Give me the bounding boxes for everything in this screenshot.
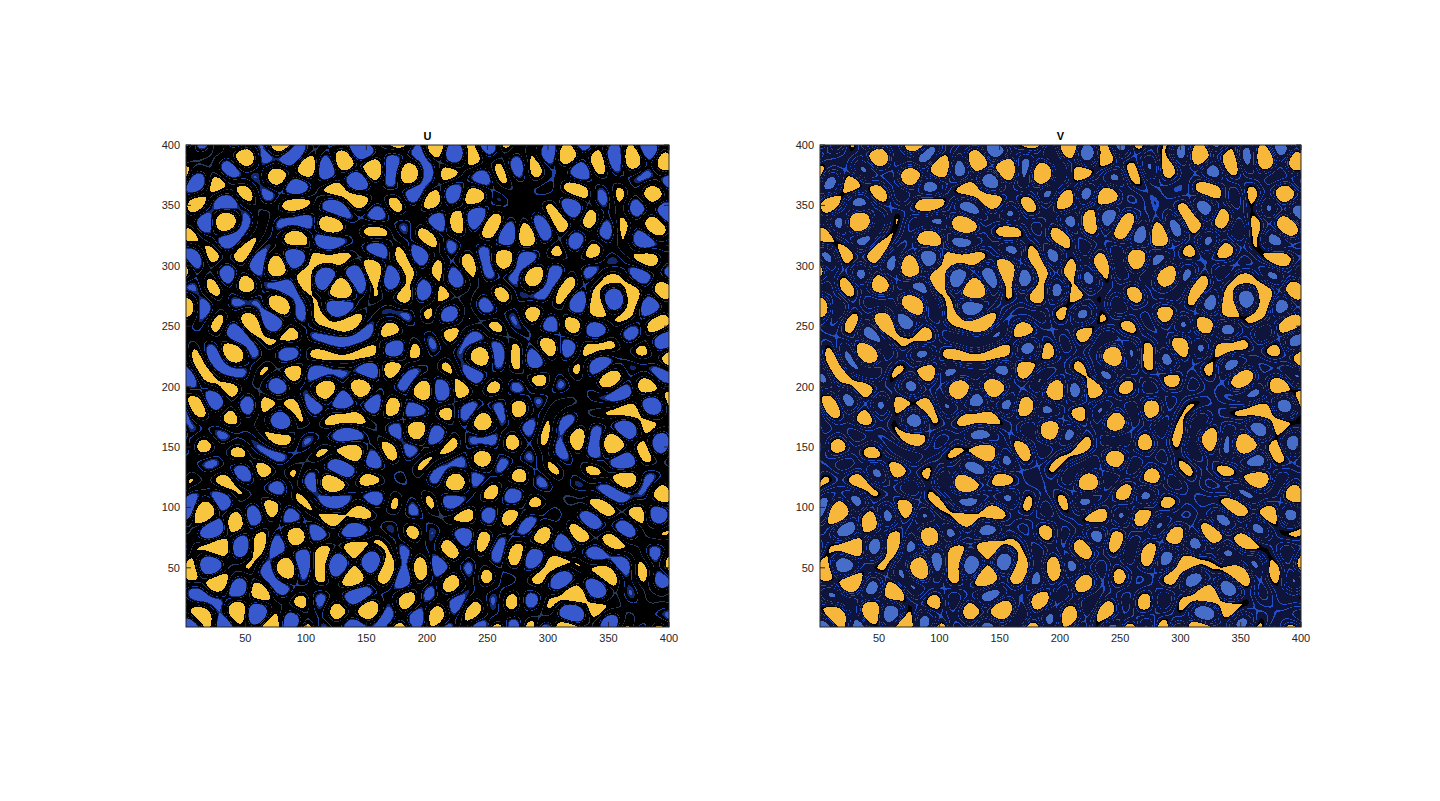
- y-tick-label: 300: [162, 260, 180, 272]
- x-tick-label: 400: [660, 632, 678, 644]
- x-tick-label: 100: [297, 632, 315, 644]
- x-tick: [305, 145, 306, 150]
- x-tick: [1180, 145, 1181, 150]
- y-tick: [186, 386, 191, 387]
- x-tick-label: 250: [1111, 632, 1129, 644]
- x-tick: [608, 622, 609, 627]
- x-tick-label: 200: [1051, 632, 1069, 644]
- y-tick-label: 50: [168, 562, 180, 574]
- y-tick: [1296, 507, 1301, 508]
- x-tick-label: 50: [873, 632, 885, 644]
- figure: 50 100 150 200 250 300 350 400 50 100 150 200 250 300…: [0, 0, 1440, 801]
- x-tick: [608, 145, 609, 150]
- y-tick: [664, 326, 669, 327]
- x-tick: [1180, 622, 1181, 627]
- y-tick-label: 250: [796, 320, 814, 332]
- y-tick: [186, 507, 191, 508]
- y-tick: [664, 507, 669, 508]
- y-tick-label: 350: [162, 199, 180, 211]
- field-image: [186, 145, 669, 627]
- y-tick-label: 150: [796, 441, 814, 453]
- x-tick: [1120, 622, 1121, 627]
- y-tick: [664, 447, 669, 448]
- y-tick: [664, 386, 669, 387]
- x-tick: [426, 145, 427, 150]
- y-tick: [1296, 567, 1301, 568]
- x-tick: [879, 145, 880, 150]
- x-tick-label: 300: [539, 632, 557, 644]
- plot-frame: [186, 145, 669, 627]
- x-tick: [1120, 145, 1121, 150]
- x-tick-label: 350: [599, 632, 617, 644]
- plot-frame: [820, 145, 1301, 627]
- x-tick: [1240, 145, 1241, 150]
- x-tick: [1059, 622, 1060, 627]
- y-tick: [186, 265, 191, 266]
- x-tick-label: 200: [418, 632, 436, 644]
- background: [0, 0, 1440, 801]
- x-tick: [426, 622, 427, 627]
- y-tick: [820, 265, 825, 266]
- field-image: [820, 145, 1301, 627]
- chart-svg: 50 100 150 200 250 300 350 400 50 100 150 200 250 300…: [0, 0, 1440, 801]
- y-tick: [820, 326, 825, 327]
- x-tick: [547, 622, 548, 627]
- x-tick-label: 300: [1171, 632, 1189, 644]
- y-tick-label: 300: [796, 260, 814, 272]
- panel: 50 100 150 200 250 300 350 400 50 100 150 200 250 300…: [796, 130, 1311, 644]
- x-tick-label: 250: [478, 632, 496, 644]
- y-tick: [186, 326, 191, 327]
- x-tick: [487, 145, 488, 150]
- title: V: [1057, 130, 1065, 142]
- y-tick-label: 250: [162, 320, 180, 332]
- title: U: [424, 130, 432, 142]
- y-tick: [664, 205, 669, 206]
- y-tick: [820, 447, 825, 448]
- y-tick: [186, 567, 191, 568]
- x-tick: [366, 622, 367, 627]
- x-tick: [305, 622, 306, 627]
- x-tick-label: 350: [1232, 632, 1250, 644]
- x-tick-label: 150: [357, 632, 375, 644]
- y-tick: [820, 507, 825, 508]
- y-tick-label: 100: [796, 501, 814, 513]
- y-tick-label: 50: [802, 562, 814, 574]
- x-tick-label: 150: [990, 632, 1008, 644]
- x-tick: [879, 622, 880, 627]
- x-tick: [245, 622, 246, 627]
- y-tick-label: 400: [162, 139, 180, 151]
- x-tick: [939, 622, 940, 627]
- y-tick: [1296, 326, 1301, 327]
- y-tick: [186, 205, 191, 206]
- y-tick-label: 200: [796, 381, 814, 393]
- x-tick: [547, 145, 548, 150]
- y-tick: [664, 265, 669, 266]
- x-tick: [999, 622, 1000, 627]
- y-tick-label: 150: [162, 441, 180, 453]
- y-tick: [1296, 265, 1301, 266]
- x-tick: [245, 145, 246, 150]
- x-tick-label: 100: [930, 632, 948, 644]
- y-tick: [1296, 386, 1301, 387]
- y-tick: [820, 205, 825, 206]
- y-tick-label: 100: [162, 501, 180, 513]
- x-tick: [939, 145, 940, 150]
- y-tick-label: 200: [162, 381, 180, 393]
- y-tick: [1296, 205, 1301, 206]
- y-tick-label: 400: [796, 139, 814, 151]
- y-tick: [1296, 447, 1301, 448]
- x-tick: [999, 145, 1000, 150]
- x-tick: [366, 145, 367, 150]
- x-tick: [487, 622, 488, 627]
- y-tick: [664, 567, 669, 568]
- panel: 50 100 150 200 250 300 350 400 50 100 150 200 250 300…: [162, 130, 679, 644]
- y-tick-label: 350: [796, 199, 814, 211]
- x-tick-label: 400: [1292, 632, 1310, 644]
- y-tick: [820, 386, 825, 387]
- x-tick: [1240, 622, 1241, 627]
- x-tick-label: 50: [239, 632, 251, 644]
- x-tick: [1059, 145, 1060, 150]
- y-tick: [820, 567, 825, 568]
- y-tick: [186, 447, 191, 448]
